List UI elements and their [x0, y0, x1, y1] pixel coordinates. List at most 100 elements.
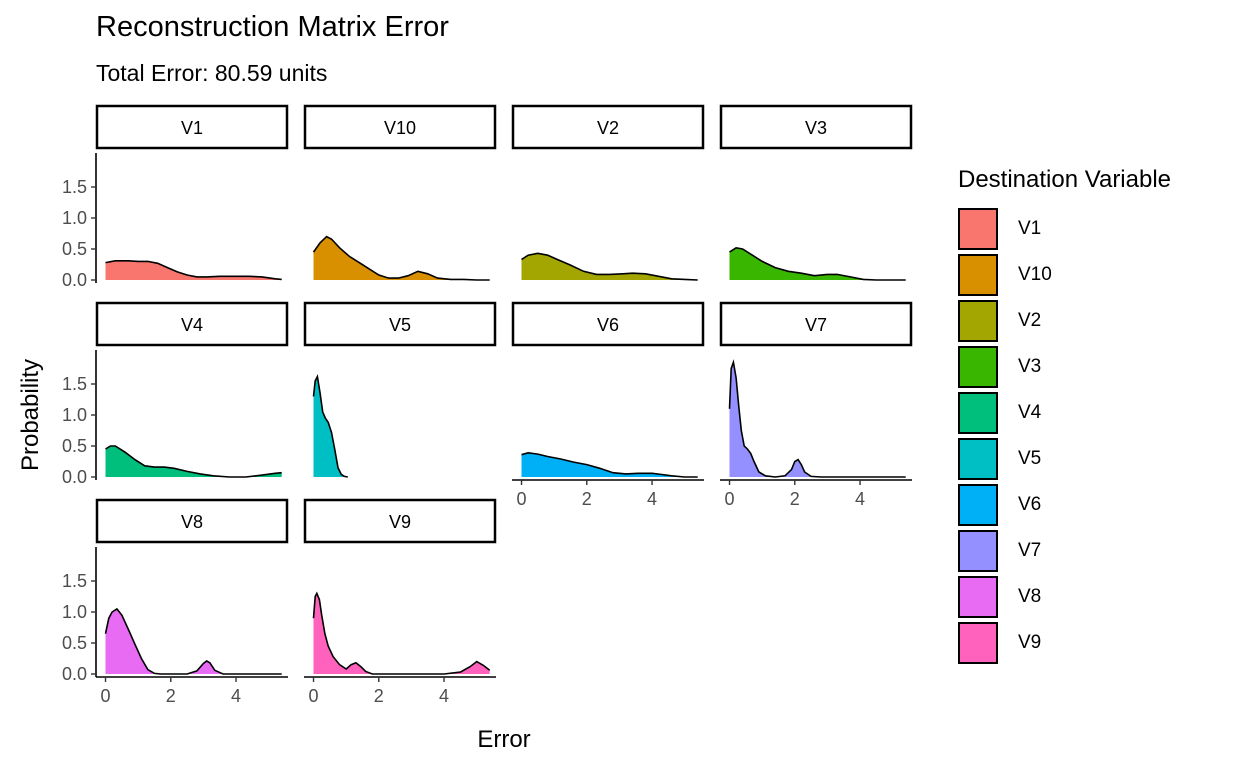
- legend-swatch: [958, 438, 998, 480]
- y-tick-label: 0.0: [62, 664, 87, 684]
- legend-swatch: [958, 254, 998, 296]
- legend-item-v9: V9: [958, 622, 1158, 668]
- legend-item-v2: V2: [958, 300, 1158, 346]
- facet-strip-label: V6: [597, 315, 619, 335]
- y-tick-label: 1.5: [62, 374, 87, 394]
- density-area-v10: [313, 236, 490, 280]
- panel-v5: V5: [303, 301, 497, 478]
- legend-label: V8: [1018, 586, 1042, 607]
- x-axis-title: Error: [477, 726, 530, 753]
- legend-swatch: [958, 622, 998, 664]
- density-area-v8: [105, 608, 282, 674]
- density-line-v5: [312, 374, 348, 478]
- legend-swatch: [958, 484, 998, 526]
- y-tick-label: 0.5: [62, 239, 87, 259]
- panel-v6: V6 0 2 4: [511, 301, 705, 509]
- facet-strip: [511, 104, 705, 150]
- x-tick-label: 0: [517, 489, 527, 509]
- x-tick-label: 2: [790, 489, 800, 509]
- density-line-v3: [729, 246, 906, 281]
- density-line-v2: [521, 252, 698, 281]
- facet-strip-label: V8: [181, 512, 203, 532]
- density-line-v1: [105, 260, 282, 281]
- panel-v2: V2: [511, 104, 705, 281]
- facet-strip: [719, 104, 913, 150]
- legend-item-v8: V8: [958, 576, 1158, 622]
- y-axis-title: Probability: [17, 359, 44, 471]
- panel-v10: V10: [303, 104, 497, 281]
- legend-label: V2: [1018, 310, 1042, 331]
- legend-swatch: [958, 300, 998, 342]
- legend-swatch: [958, 346, 998, 388]
- panel-v1: V1 0.0 0.5 1.0 1.5: [62, 104, 289, 290]
- y-tick-label: 1.0: [62, 208, 87, 228]
- density-area-v5: [313, 376, 348, 477]
- density-area-v9: [313, 593, 490, 674]
- facet-strip-label: V2: [597, 118, 619, 138]
- legend-label: V10: [1018, 264, 1052, 285]
- y-tick-label: 0.0: [62, 467, 87, 487]
- legend-label: V7: [1018, 540, 1042, 561]
- x-tick-label: 4: [855, 489, 865, 509]
- facet-strip-label: V3: [805, 118, 827, 138]
- y-tick-label: 1.5: [62, 571, 87, 591]
- density-area-v3: [729, 247, 906, 280]
- legend-swatch: [958, 208, 998, 250]
- density-line-v10: [312, 235, 490, 281]
- legend-label: V5: [1018, 448, 1042, 469]
- legend-item-v1: V1: [958, 208, 1158, 254]
- legend-swatch: [958, 392, 998, 434]
- density-line-v6: [521, 451, 698, 478]
- facet-strip: [719, 301, 913, 347]
- y-tick-label: 1.0: [62, 405, 87, 425]
- facet-strip-label: V9: [389, 512, 411, 532]
- legend-item-v3: V3: [958, 346, 1158, 392]
- facet-strip: [95, 104, 289, 150]
- facet-strip: [303, 498, 497, 544]
- x-tick-label: 2: [374, 686, 384, 706]
- y-tick-label: 0.5: [62, 436, 87, 456]
- facet-strip: [303, 301, 497, 347]
- panel-v7: V7 0 2 4: [719, 301, 913, 509]
- legend-item-v5: V5: [958, 438, 1158, 484]
- panels-group: V1 0.0 0.5 1.0 1.5 V10 V2 V3 V4 0.0 0.5 1.0 1.5 V5 V6 0…: [62, 104, 913, 706]
- facet-strip: [511, 301, 705, 347]
- chart-subtitle: Total Error: 80.59 units: [96, 60, 328, 86]
- density-line-v7: [728, 359, 906, 478]
- y-tick-label: 1.5: [62, 177, 87, 197]
- legend-item-v7: V7: [958, 530, 1158, 576]
- facet-strip-label: V5: [389, 315, 411, 335]
- legend-swatch: [958, 530, 998, 572]
- density-area-v4: [105, 446, 282, 477]
- legend-item-v10: V10: [958, 254, 1158, 300]
- panel-v9: V9 0 2 4: [303, 498, 497, 706]
- x-tick-label: 4: [439, 686, 449, 706]
- legend-label: V6: [1018, 494, 1042, 515]
- density-area-v6: [521, 452, 698, 477]
- chart-title: Reconstruction Matrix Error: [96, 11, 449, 43]
- y-tick-label: 0.5: [62, 633, 87, 653]
- panel-v4: V4 0.0 0.5 1.0 1.5: [62, 301, 289, 487]
- facet-strip: [95, 301, 289, 347]
- density-area-v7: [729, 362, 906, 477]
- facet-strip-label: V7: [805, 315, 827, 335]
- density-area-v2: [521, 253, 698, 280]
- legend-label: V3: [1018, 356, 1042, 377]
- density-line-v4: [105, 445, 282, 478]
- x-tick-label: 0: [101, 686, 111, 706]
- legend-label: V4: [1018, 402, 1042, 423]
- legend-label: V1: [1018, 218, 1042, 239]
- facet-strip-label: V4: [181, 315, 203, 335]
- facet-strip: [303, 104, 497, 150]
- facet-strip-label: V1: [181, 118, 203, 138]
- x-tick-label: 4: [647, 489, 657, 509]
- density-area-v1: [105, 260, 282, 280]
- y-tick-label: 1.0: [62, 602, 87, 622]
- legend-title: Destination Variable: [958, 166, 1172, 193]
- legend-swatch: [958, 576, 998, 618]
- facet-strip: [95, 498, 289, 544]
- legend-label: V9: [1018, 632, 1042, 653]
- x-tick-label: 2: [166, 686, 176, 706]
- legend-item-v4: V4: [958, 392, 1158, 438]
- x-tick-label: 4: [231, 686, 241, 706]
